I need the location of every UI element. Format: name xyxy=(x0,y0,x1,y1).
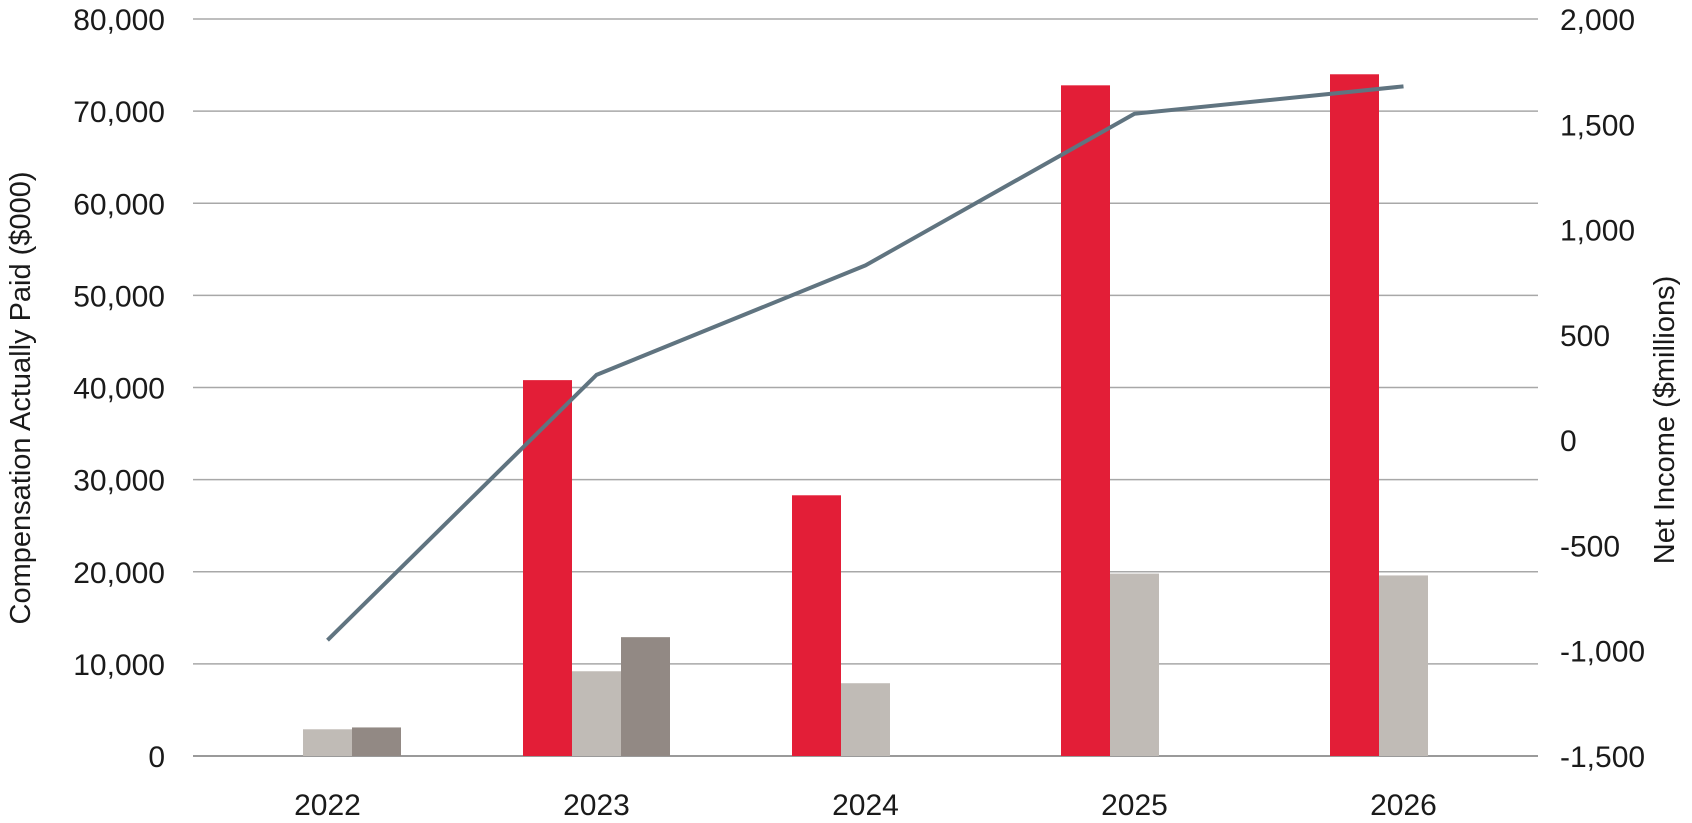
x-tick-label: 2022 xyxy=(294,789,361,822)
right-tick-label: 500 xyxy=(1560,320,1610,353)
bar-2022-3 xyxy=(352,727,401,756)
bars xyxy=(303,74,1428,756)
right-tick-label: -1,500 xyxy=(1560,741,1645,774)
x-tick-label: 2025 xyxy=(1101,789,1168,822)
left-tick-label: 30,000 xyxy=(73,465,165,498)
right-axis-label: Net Income ($millions) xyxy=(1649,276,1681,564)
right-axis-ticks: -1,500 -1,000 -500 0 500 1,000 1,500 2,000 xyxy=(1560,4,1645,774)
left-tick-label: 10,000 xyxy=(73,649,165,682)
line-series-1 xyxy=(326,84,1404,642)
right-tick-label: 2,000 xyxy=(1560,4,1635,37)
right-tick-label: 1,500 xyxy=(1560,109,1635,142)
bar-2026-1 xyxy=(1330,74,1379,756)
right-tick-label: 1,000 xyxy=(1560,215,1635,248)
gridlines xyxy=(193,18,1538,757)
bar-2026-2 xyxy=(1379,575,1428,756)
bar-2023-1 xyxy=(523,380,572,756)
left-tick-label: 20,000 xyxy=(73,557,165,590)
right-tick-label: -500 xyxy=(1560,530,1620,563)
bar-2023-3 xyxy=(621,637,670,756)
net-income-line xyxy=(326,84,1404,642)
right-tick-label: 0 xyxy=(1560,425,1577,458)
x-tick-label: 2026 xyxy=(1370,789,1437,822)
left-tick-label: 70,000 xyxy=(73,96,165,129)
right-tick-label: -1,000 xyxy=(1560,636,1645,669)
left-tick-label: 50,000 xyxy=(73,280,165,313)
bar-2025-1 xyxy=(1061,85,1110,756)
left-axis-ticks: 0 10,000 20,000 30,000 40,000 50,000 60,000 70,… xyxy=(73,4,165,774)
x-axis-ticks: 2022 2023 2024 2025 2026 xyxy=(294,789,1437,822)
left-tick-label: 40,000 xyxy=(73,373,165,406)
left-axis-label: Compensation Actually Paid ($000) xyxy=(5,172,37,625)
x-tick-label: 2024 xyxy=(832,789,899,822)
left-tick-label: 60,000 xyxy=(73,188,165,221)
bar-2025-2 xyxy=(1110,573,1159,756)
bar-2024-1 xyxy=(792,495,841,756)
x-tick-label: 2023 xyxy=(563,789,630,822)
bar-2024-2 xyxy=(841,683,890,756)
left-tick-label: 80,000 xyxy=(73,4,165,37)
left-tick-label: 0 xyxy=(148,741,165,774)
bar-2022-2 xyxy=(303,729,352,756)
bar-2023-2 xyxy=(572,671,621,756)
